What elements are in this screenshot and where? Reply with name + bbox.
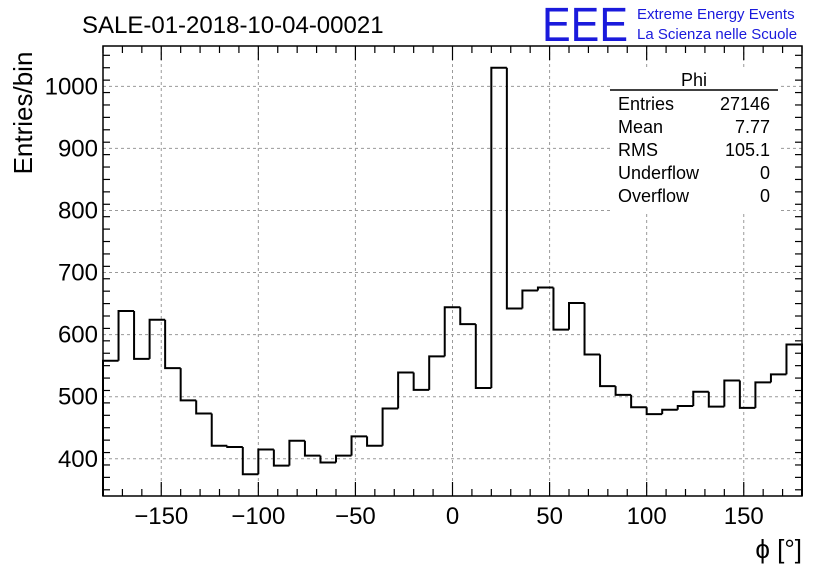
stats-row-value: 7.77	[735, 117, 770, 137]
histogram-bin	[428, 355, 445, 390]
histogram-bin	[164, 319, 181, 370]
histogram-bin	[459, 307, 476, 326]
histogram-bin	[257, 448, 274, 475]
histogram-bin	[552, 287, 569, 331]
chart-title: SALE-01-2018-10-04-00021	[82, 12, 384, 39]
histogram-bin	[335, 454, 352, 463]
histogram-bin	[288, 439, 305, 466]
histogram-bin	[303, 440, 321, 457]
x-tick-label: 0	[446, 503, 459, 530]
histogram-layer	[102, 66, 803, 496]
axis-ticks	[102, 46, 803, 496]
histogram-bin	[179, 368, 197, 402]
x-tick-label: 150	[724, 503, 764, 530]
histogram-bin	[645, 407, 663, 416]
x-tick-label: −50	[335, 503, 376, 530]
histogram-bin	[474, 324, 492, 389]
y-tick-label: 400	[58, 446, 98, 473]
stats-box: Phi Entries 27146 Mean 7.77 RMS 105.1 Underflo…	[610, 70, 778, 212]
y-tick-labels: 400 500 600 700 800 900 1000	[45, 73, 98, 472]
y-tick-label: 900	[58, 135, 98, 162]
histogram-bin	[490, 66, 507, 388]
stats-row-label: RMS	[618, 140, 658, 160]
stats-row-value: 27146	[720, 94, 770, 114]
histogram-bin	[723, 379, 740, 407]
stats-row-label: Entries	[618, 94, 674, 114]
histogram-bin	[117, 310, 135, 361]
y-tick-label: 800	[58, 197, 98, 224]
histogram-bin	[754, 381, 771, 408]
histogram-bin	[443, 306, 461, 357]
eee-logo: EEE Extreme Energy Events La Scienza nel…	[542, 0, 797, 52]
histogram-bin	[226, 445, 243, 448]
histogram-bin	[599, 354, 616, 388]
histogram-bin	[661, 408, 678, 415]
eee-logo-line1: Extreme Energy Events	[637, 6, 795, 23]
histogram-bin	[148, 318, 166, 359]
histogram-bin	[272, 449, 290, 467]
histogram-bin	[102, 359, 119, 496]
stats-row-label: Overflow	[618, 186, 690, 206]
x-tick-labels: −150 −100 −50 0 50 100 150	[134, 503, 764, 530]
stats-row-value: 105.1	[725, 140, 770, 160]
stats-row-label: Underflow	[618, 163, 700, 183]
histogram-bin	[210, 413, 228, 447]
y-axis-label: Entries/bin	[8, 52, 38, 175]
histogram-bin	[568, 301, 585, 330]
x-tick-label: −100	[231, 503, 285, 530]
x-tick-label: 100	[627, 503, 667, 530]
eee-logo-line2: La Scienza nelle Scuole	[637, 26, 797, 43]
histogram-bin	[505, 67, 523, 310]
y-tick-label: 500	[58, 384, 98, 411]
stats-box-title: Phi	[681, 70, 707, 90]
y-tick-label: 1000	[45, 73, 98, 100]
histogram-bin	[692, 390, 709, 406]
stats-box-rows: Entries 27146 Mean 7.77 RMS 105.1 Underflow 0 Ov…	[618, 94, 770, 206]
histogram-bin	[785, 343, 803, 496]
x-tick-label: −150	[134, 503, 188, 530]
histogram-bin	[350, 435, 368, 456]
histogram-bin	[630, 394, 647, 409]
histogram-bin	[707, 391, 725, 408]
histogram-bin	[583, 302, 601, 356]
histogram-bin	[738, 380, 756, 409]
histogram-bin	[521, 289, 538, 309]
stats-row-value: 0	[760, 186, 770, 206]
histogram-bin	[241, 446, 259, 476]
histogram-bin	[412, 372, 430, 391]
histogram-bin	[366, 436, 383, 447]
x-axis-label: ϕ [°]	[755, 534, 802, 564]
histogram-bin	[676, 405, 694, 410]
histogram-bin	[536, 286, 554, 291]
histogram-bin	[769, 373, 787, 383]
stats-row-value: 0	[760, 163, 770, 183]
y-tick-label: 600	[58, 322, 98, 349]
eee-logo-mark: EEE	[542, 0, 628, 52]
y-tick-label: 700	[58, 260, 98, 287]
histogram-bin	[397, 371, 414, 409]
histogram-bin	[614, 386, 632, 396]
stats-row-label: Mean	[618, 117, 663, 137]
histogram-bin	[319, 455, 336, 464]
histogram-bin	[195, 400, 212, 415]
stats-box-background	[610, 70, 778, 212]
histogram-bin	[133, 311, 150, 360]
histogram-bin	[381, 407, 399, 446]
x-tick-label: 50	[536, 503, 563, 530]
